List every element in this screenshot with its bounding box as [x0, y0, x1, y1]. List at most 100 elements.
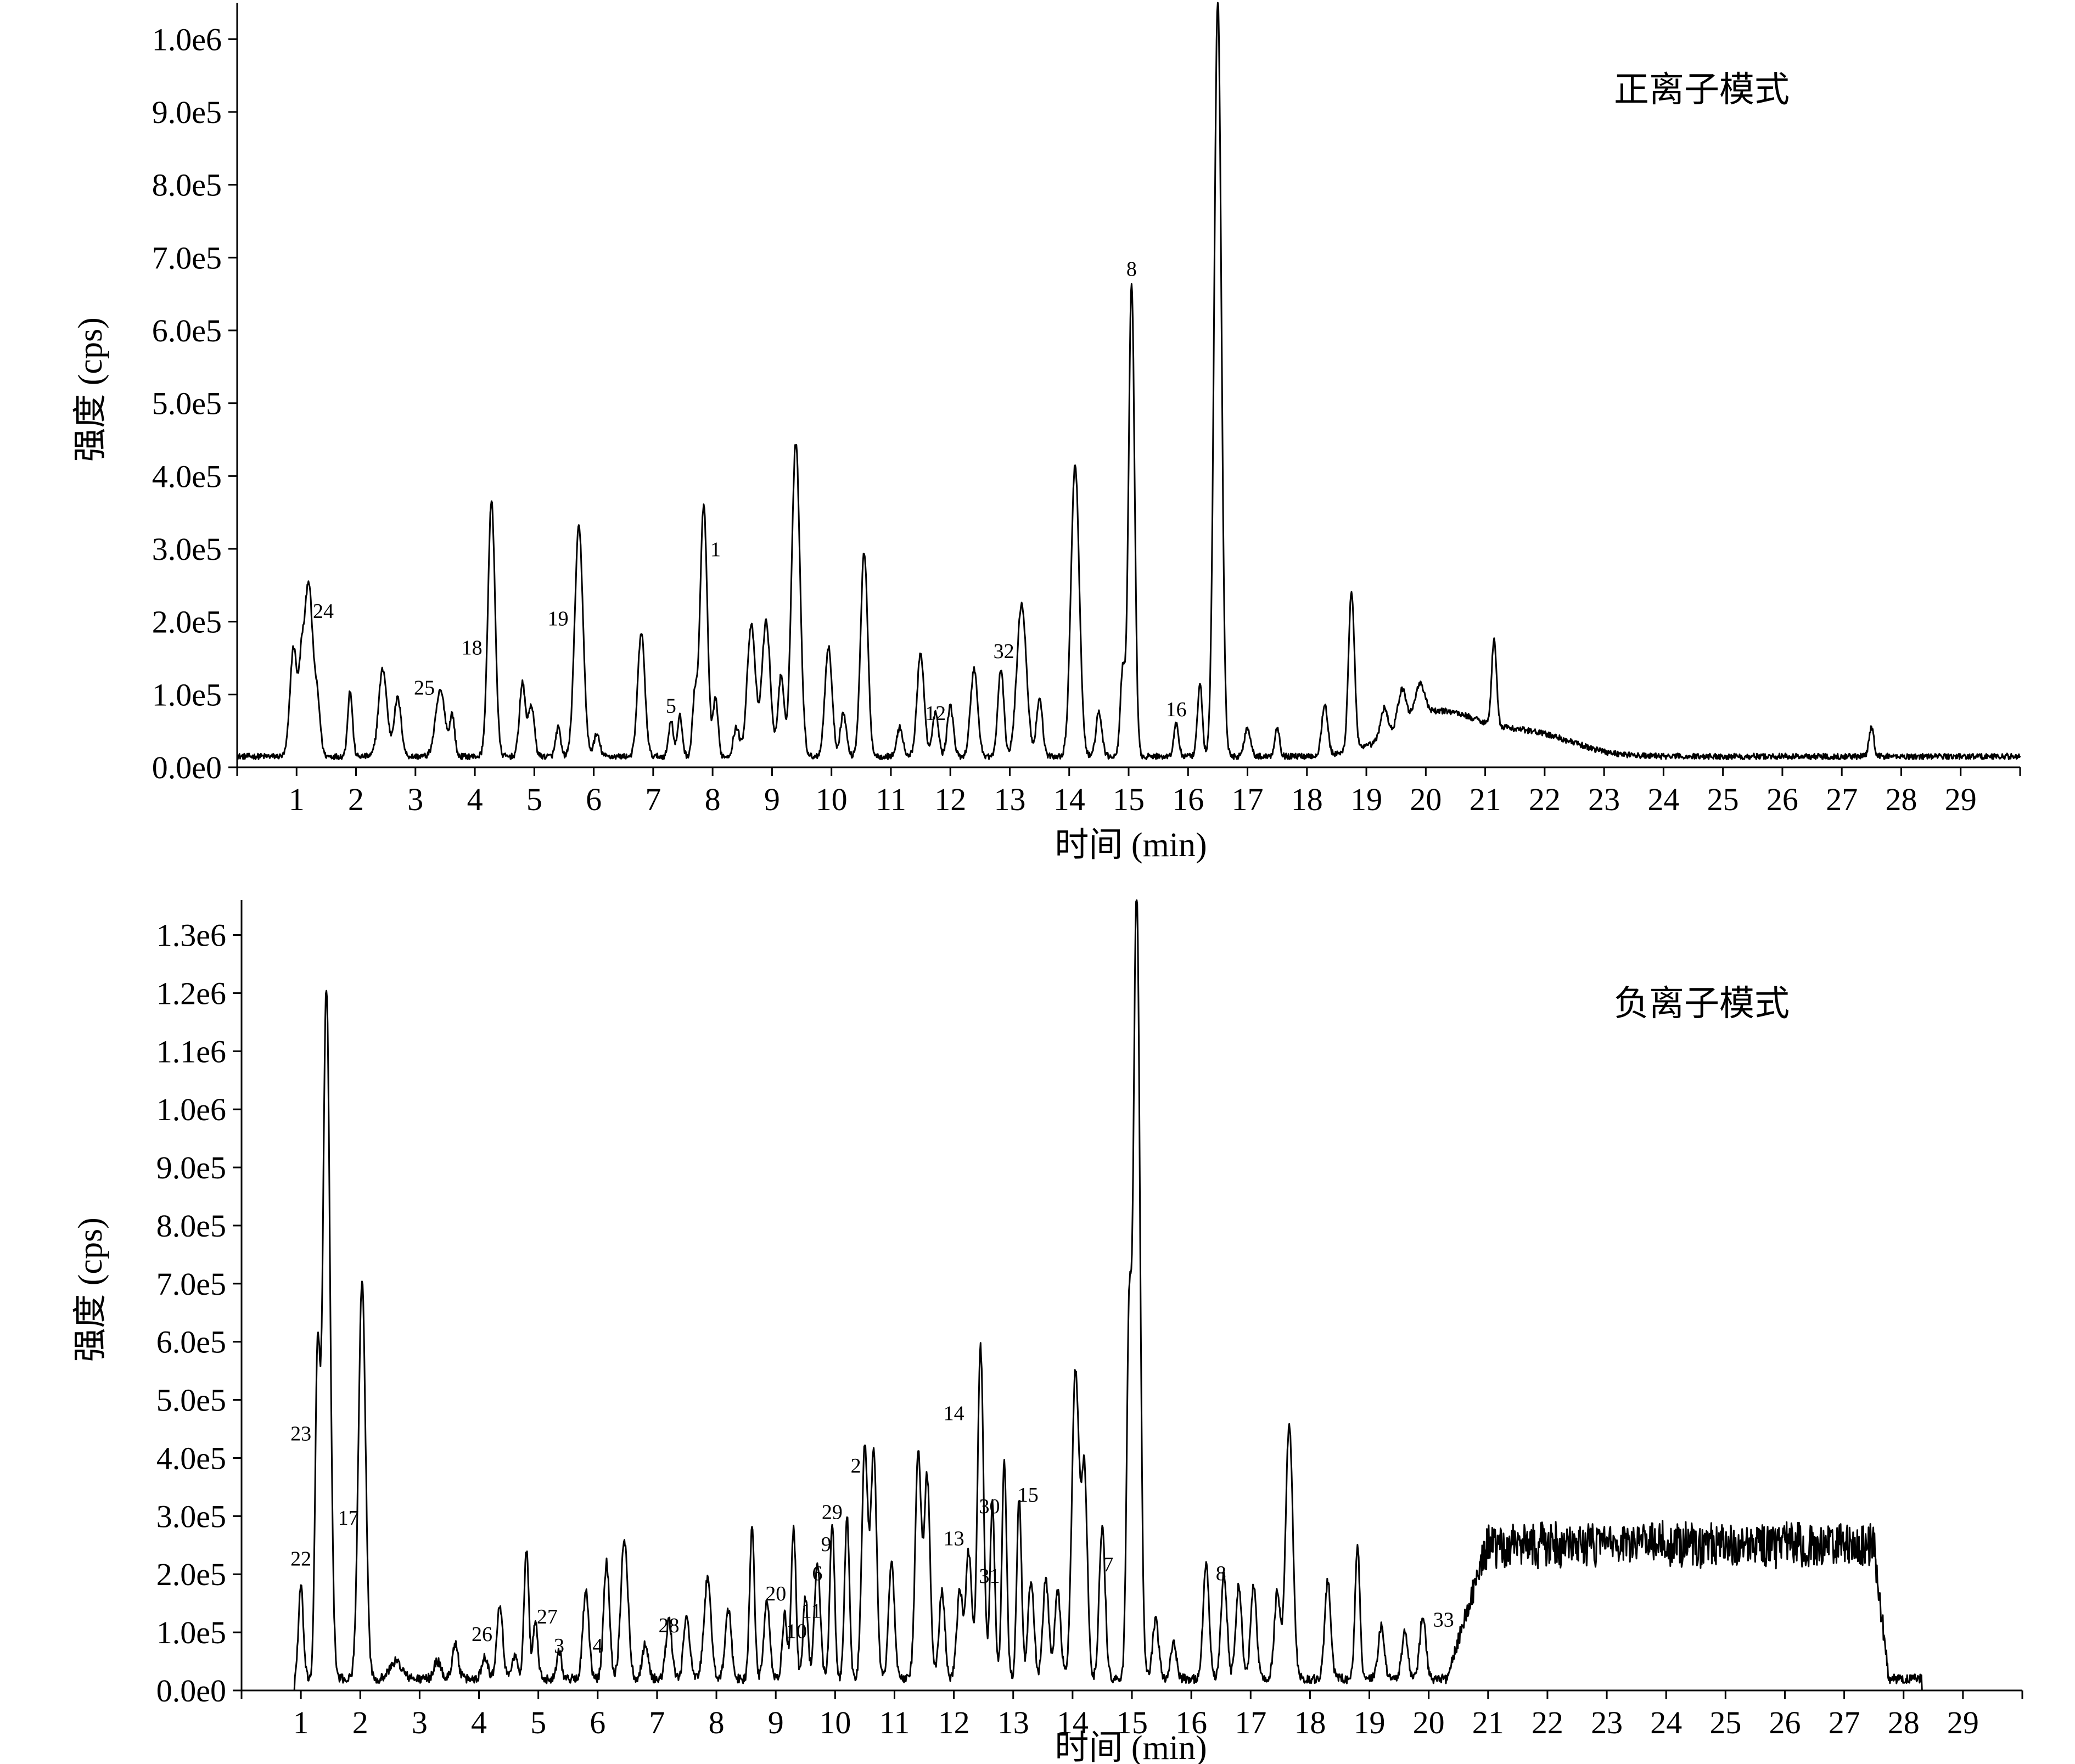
peak-label: 4: [592, 1634, 603, 1658]
peak-label: 29: [822, 1501, 843, 1524]
mode-label: 正离子模式: [1614, 70, 1790, 109]
x-axis-title: 时间 (min): [1055, 827, 1207, 864]
y-tick-label: 5.0e5: [156, 1383, 226, 1418]
x-tick-label: 25: [1707, 782, 1739, 817]
y-tick-label: 3.0e5: [156, 1498, 226, 1534]
peak-label: 1: [710, 538, 721, 561]
x-tick-label: 17: [1235, 1705, 1266, 1740]
x-tick-label: 27: [1826, 782, 1858, 817]
y-tick-label: 1.2e6: [156, 975, 226, 1011]
peak-label: 31: [979, 1565, 1000, 1588]
y-tick-label: 1.0e6: [152, 21, 222, 57]
x-tick-label: 10: [819, 1705, 851, 1740]
x-tick-label: 15: [1113, 782, 1145, 817]
x-tick-label: 19: [1350, 782, 1382, 817]
peak-label: 3: [554, 1634, 564, 1658]
peak-label: 8: [1216, 1562, 1226, 1585]
peak-label: 5: [666, 695, 676, 718]
x-tick-label: 22: [1532, 1705, 1563, 1740]
y-tick-label: 4.0e5: [152, 458, 222, 494]
x-tick-label: 21: [1472, 1705, 1504, 1740]
peak-label: 18: [462, 636, 483, 659]
x-tick-label: 11: [876, 782, 906, 817]
x-tick-label: 15: [1116, 1705, 1148, 1740]
x-tick-label: 16: [1172, 782, 1204, 817]
peak-label: 6: [812, 1562, 822, 1585]
negative-mode-chart: 1 2 3 4 5 6 7 8 9 10 11 12 13 14 15 16 17 18 19 20 21 22 23 24 2…: [72, 899, 2023, 1764]
x-tick-label: 29: [1947, 1705, 1979, 1740]
x-tick-label: 2: [348, 782, 364, 817]
x-tick-label: 12: [934, 782, 966, 817]
x-tick-label: 20: [1410, 782, 1442, 817]
y-tick-label: 7.0e5: [152, 240, 222, 276]
x-tick-label: 16: [1175, 1705, 1207, 1740]
y-tick-label: 6.0e5: [156, 1324, 226, 1360]
y-tick-label: 6.0e5: [152, 313, 222, 349]
x-tick-label: 29: [1945, 782, 1977, 817]
x-tick-label: 26: [1766, 782, 1798, 817]
peak-label: 32: [994, 640, 1014, 663]
peak-label: 20: [765, 1582, 786, 1605]
x-tick-label: 20: [1413, 1705, 1445, 1740]
peak-label: 14: [944, 1402, 964, 1425]
y-tick-label: 1.0e5: [152, 677, 222, 712]
peak-label: 16: [1166, 698, 1187, 721]
peak-label: 24: [313, 600, 334, 623]
peak-label: 10: [786, 1620, 807, 1643]
x-tick-label: 18: [1291, 782, 1323, 817]
x-tick-label: 22: [1529, 782, 1561, 817]
axes-group: 1 2 3 4 5 6 7 8 9 10 11 12 13 14 15 16 17 18 19 20 21 22 23 24 2…: [152, 3, 2021, 817]
peak-labels-group: 24 25 18 19 5 1 12 32 8 16: [313, 258, 1187, 725]
peak-label: 19: [548, 607, 569, 630]
positive-mode-chart: 1 2 3 4 5 6 7 8 9 10 11 12 13 14 15 16 17 18 19 20 21 22 23 24 2…: [72, 2, 2021, 864]
x-tick-label: 3: [407, 782, 423, 817]
peak-label: 23: [290, 1423, 311, 1446]
peak-label: 27: [537, 1605, 558, 1628]
y-axis-title: 强度 (cps): [72, 317, 109, 462]
y-tick-label: 1.3e6: [156, 918, 226, 953]
x-tick-label: 4: [471, 1705, 487, 1740]
x-tick-label: 17: [1232, 782, 1264, 817]
x-axis-title: 时间 (min): [1055, 1729, 1207, 1764]
y-tick-label: 8.0e5: [156, 1208, 226, 1244]
y-tick-label: 3.0e5: [152, 531, 222, 567]
y-tick-label: 1.0e6: [156, 1092, 226, 1127]
x-tick-label: 28: [1885, 782, 1917, 817]
x-tick-label: 23: [1591, 1705, 1623, 1740]
peak-label: 7: [1103, 1553, 1113, 1576]
x-tick-label: 7: [645, 782, 661, 817]
chromatogram-trace-group: [241, 899, 2023, 1692]
y-tick-label: 9.0e5: [152, 94, 222, 130]
chromatogram-trace: [241, 899, 2023, 1692]
y-tick-label: 4.0e5: [156, 1440, 226, 1476]
peak-label: 22: [290, 1547, 311, 1570]
x-tick-label: 5: [526, 782, 542, 817]
x-tick-label: 1: [293, 1705, 309, 1740]
x-tick-label: 27: [1829, 1705, 1860, 1740]
x-tick-label: 6: [590, 1705, 605, 1740]
x-tick-label: 13: [994, 782, 1025, 817]
x-tick-label: 25: [1709, 1705, 1741, 1740]
chromatogram-trace: [237, 2, 2021, 760]
axes-group: 1 2 3 4 5 6 7 8 9 10 11 12 13 14 15 16 17 18 19 20 21 22 23 24 2…: [156, 900, 2023, 1740]
x-tick-label: 23: [1588, 782, 1620, 817]
peak-label: 17: [338, 1507, 359, 1530]
x-tick-label: 9: [768, 1705, 784, 1740]
x-tick-label: 21: [1470, 782, 1501, 817]
y-axis-title: 强度 (cps): [72, 1217, 109, 1362]
chromatogram-trace-group: [237, 2, 2021, 760]
peak-label: 13: [944, 1527, 964, 1550]
x-tick-label: 14: [1053, 782, 1085, 817]
y-tick-label: 2.0e5: [152, 604, 222, 640]
x-tick-label: 5: [530, 1705, 546, 1740]
x-tick-label: 12: [938, 1705, 970, 1740]
x-tick-label: 14: [1057, 1705, 1089, 1740]
x-tick-label: 9: [764, 782, 780, 817]
x-tick-label: 3: [412, 1705, 428, 1740]
peak-label: 26: [472, 1623, 492, 1646]
y-tick-label: 9.0e5: [156, 1150, 226, 1186]
peak-label: 30: [979, 1495, 1000, 1518]
y-tick-label: 5.0e5: [152, 386, 222, 422]
peak-label: 28: [659, 1614, 680, 1637]
